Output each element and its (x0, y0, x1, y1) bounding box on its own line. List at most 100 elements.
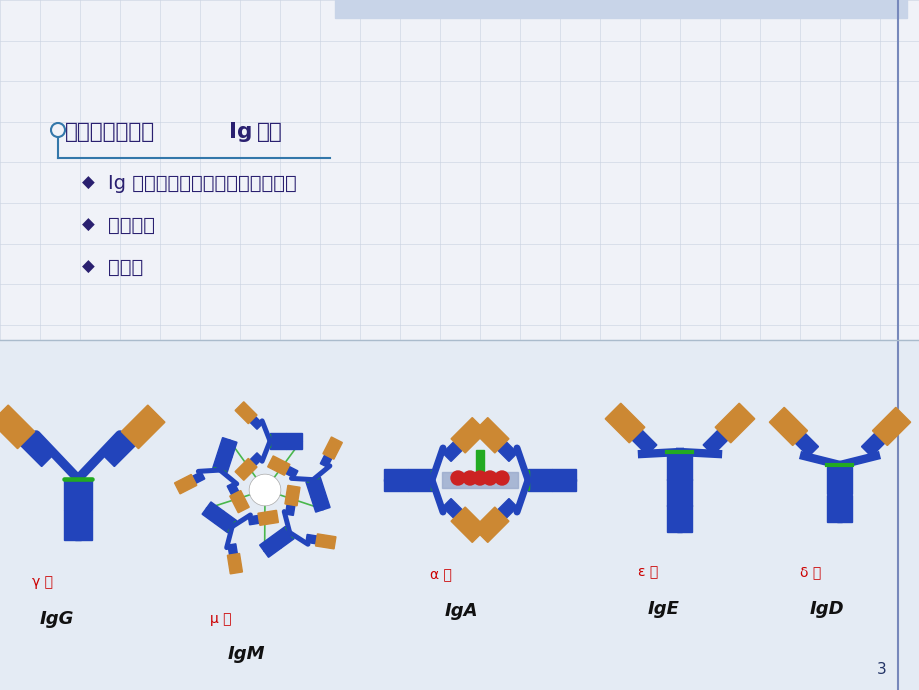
Circle shape (462, 471, 476, 485)
Polygon shape (74, 510, 92, 540)
Polygon shape (605, 403, 644, 443)
Polygon shape (227, 482, 241, 500)
Polygon shape (206, 502, 223, 518)
Text: 3: 3 (876, 662, 886, 677)
Bar (441, 472, 517, 488)
Text: Ig 属一组具有抗体活性的球蛋白，: Ig 属一组具有抗体活性的球蛋白， (108, 174, 297, 193)
Polygon shape (227, 553, 243, 574)
Polygon shape (202, 508, 220, 524)
Polygon shape (257, 511, 278, 525)
Polygon shape (306, 480, 318, 497)
Polygon shape (103, 434, 136, 466)
Text: 一、免疫球蛋白: 一、免疫球蛋白 (65, 122, 155, 142)
Polygon shape (264, 542, 281, 558)
Polygon shape (270, 433, 286, 442)
Polygon shape (551, 479, 575, 491)
Polygon shape (235, 402, 256, 424)
Text: 分五类：: 分五类： (108, 216, 154, 235)
Polygon shape (667, 504, 682, 531)
Polygon shape (224, 440, 237, 457)
Polygon shape (714, 403, 754, 443)
Polygon shape (667, 478, 682, 506)
Polygon shape (285, 485, 300, 506)
Polygon shape (63, 510, 81, 540)
Polygon shape (860, 428, 890, 457)
Polygon shape (230, 491, 249, 513)
Polygon shape (702, 425, 732, 455)
Polygon shape (272, 526, 289, 542)
Text: α 链: α 链 (429, 568, 451, 582)
Polygon shape (267, 456, 289, 475)
Polygon shape (280, 464, 298, 478)
Polygon shape (277, 532, 294, 548)
Text: ◆: ◆ (82, 174, 95, 192)
Polygon shape (383, 479, 407, 491)
Circle shape (482, 471, 496, 485)
Text: Ig: Ig (229, 122, 252, 142)
Polygon shape (245, 413, 262, 429)
Polygon shape (789, 428, 818, 457)
Polygon shape (442, 499, 469, 526)
Text: ◆: ◆ (82, 216, 95, 234)
Polygon shape (235, 458, 256, 480)
Text: 测定: 测定 (256, 122, 282, 142)
Polygon shape (676, 453, 692, 480)
Polygon shape (528, 469, 551, 481)
Polygon shape (270, 441, 286, 449)
Text: 功能：: 功能： (108, 258, 143, 277)
Polygon shape (121, 405, 165, 448)
Polygon shape (0, 405, 35, 448)
Circle shape (472, 471, 486, 485)
Text: IgM: IgM (228, 645, 266, 663)
Polygon shape (450, 417, 486, 453)
Polygon shape (320, 449, 335, 467)
Polygon shape (836, 495, 852, 522)
Polygon shape (220, 455, 232, 473)
Text: ε 链: ε 链 (637, 565, 657, 579)
Polygon shape (667, 453, 682, 480)
Polygon shape (218, 437, 230, 455)
Polygon shape (74, 479, 92, 510)
Polygon shape (871, 407, 910, 446)
Bar (335, 0, 906, 18)
Polygon shape (450, 507, 486, 542)
Text: IgE: IgE (647, 600, 679, 618)
Polygon shape (187, 472, 205, 486)
Polygon shape (312, 477, 324, 495)
Bar (475, 450, 483, 475)
Polygon shape (676, 478, 692, 506)
Polygon shape (836, 466, 852, 493)
Text: ◆: ◆ (82, 258, 95, 276)
Text: γ 链: γ 链 (32, 575, 53, 589)
Polygon shape (215, 517, 233, 533)
Polygon shape (286, 441, 301, 449)
Circle shape (494, 471, 508, 485)
Circle shape (249, 474, 280, 506)
Circle shape (51, 123, 65, 137)
Polygon shape (407, 479, 432, 491)
Polygon shape (490, 435, 516, 462)
Text: μ 链: μ 链 (210, 612, 232, 626)
Polygon shape (315, 534, 335, 549)
Polygon shape (306, 535, 323, 544)
Polygon shape (285, 498, 296, 515)
Polygon shape (20, 434, 52, 466)
Polygon shape (383, 469, 407, 481)
Polygon shape (219, 511, 236, 527)
Text: δ 链: δ 链 (800, 565, 821, 579)
Polygon shape (551, 469, 575, 481)
Polygon shape (317, 493, 330, 510)
Polygon shape (248, 515, 265, 525)
Circle shape (450, 471, 464, 485)
Polygon shape (259, 535, 277, 551)
Polygon shape (407, 469, 432, 481)
Polygon shape (212, 453, 225, 470)
Polygon shape (528, 479, 551, 491)
Polygon shape (286, 433, 301, 442)
Polygon shape (175, 475, 197, 494)
Text: IgD: IgD (809, 600, 844, 618)
Polygon shape (228, 544, 238, 561)
Polygon shape (826, 466, 842, 493)
Polygon shape (768, 407, 807, 446)
Text: IgA: IgA (445, 602, 478, 620)
